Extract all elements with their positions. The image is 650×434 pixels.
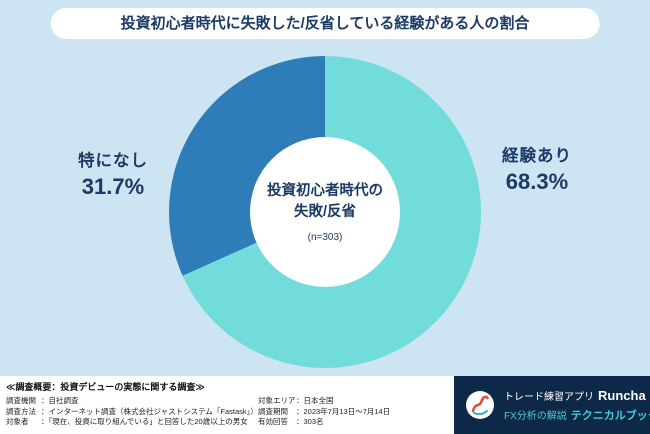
donut-center-title: 投資初心者時代の 失敗/反省 (267, 181, 383, 223)
survey-row-label: 対象者 (6, 417, 29, 426)
segment-experience-name: 経験あり (502, 147, 572, 165)
survey-row-label: 有効回答 (258, 417, 288, 426)
donut-center: 投資初心者時代の 失敗/反省 (n=303) (250, 137, 400, 287)
donut-center-title-line2: 失敗/反省 (293, 204, 357, 220)
survey-row-value: ：インターネット調査（株式会社ジャストシステム「Fastask」） (41, 406, 258, 416)
survey-row-value: ：日本全国 (296, 396, 334, 405)
survey-row-label: 調査期間 (258, 406, 288, 416)
survey-row: 対象エリア ：日本全国 (258, 396, 390, 407)
segment-label-experience: 経験あり 68.3% (477, 142, 597, 195)
brand-text: トレード練習アプリ Runcha FX分析の解説 テクニカルブック (504, 388, 650, 423)
survey-heading: ≪調査概要：投資デビューの実態に関する調査≫ (6, 382, 205, 392)
survey-row: 調査機関 ：自社調査 (6, 396, 258, 407)
page-title: 投資初心者時代に失敗した/反省している経験がある人の割合 (50, 8, 600, 39)
brand-site-line: FX分析の解説 テクニカルブック (504, 407, 650, 423)
footer-bar: ≪調査概要：投資デビューの実態に関する調査≫ 調査機関 ：自社調査 調査方法 ：… (0, 376, 650, 434)
segment-experience-percent: 68.3% (505, 169, 569, 194)
survey-row-label: 対象エリア (258, 396, 296, 405)
donut-chart: 投資初心者時代の 失敗/反省 (n=303) (169, 56, 481, 368)
brand-app-line: トレード練習アプリ Runcha (504, 388, 650, 403)
survey-row-label: 調査機関 (6, 396, 36, 405)
brand-app-name: Runcha (598, 387, 646, 403)
survey-col-left: 調査機関 ：自社調査 調査方法 ：インターネット調査（株式会社ジャストシステム「… (6, 396, 258, 428)
segment-none-percent: 31.7% (81, 174, 145, 199)
survey-col-right: 対象エリア ：日本全国 調査期間 ：2023年7月13日～7月14日 有効回答 … (258, 396, 390, 428)
segment-label-none: 特になし 31.7% (53, 147, 173, 200)
survey-row-value: ：303名 (296, 417, 324, 426)
survey-row: 調査方法 ：インターネット調査（株式会社ジャストシステム「Fastask」） (6, 407, 258, 418)
brand-panel: トレード練習アプリ Runcha FX分析の解説 テクニカルブック (454, 376, 650, 434)
brand-desc: FX分析の解説 (504, 410, 567, 422)
survey-row-value: ：2023年7月13日～7月14日 (296, 406, 391, 416)
survey-row-value: ：「現在、投資に取り組んでいる」と回答した20歳以上の男女 (41, 417, 248, 426)
survey-row: 対象者 ：「現在、投資に取り組んでいる」と回答した20歳以上の男女 (6, 417, 258, 428)
brand-app-label: トレード練習アプリ (504, 391, 594, 403)
sample-size-note: (n=303) (307, 232, 343, 244)
survey-row-value: ：自社調査 (41, 396, 79, 405)
survey-row-label: 調査方法 (6, 406, 36, 416)
donut-center-title-line1: 投資初心者時代の (267, 182, 383, 199)
runcha-logo-icon (464, 389, 496, 421)
brand-site-name: テクニカルブック (570, 409, 650, 422)
survey-row: 調査期間 ：2023年7月13日～7月14日 (258, 407, 390, 418)
survey-summary: ≪調査概要：投資デビューの実態に関する調査≫ 調査機関 ：自社調査 調査方法 ：… (6, 380, 390, 428)
segment-none-name: 特になし (78, 152, 148, 170)
survey-row: 有効回答 ：303名 (258, 417, 390, 428)
